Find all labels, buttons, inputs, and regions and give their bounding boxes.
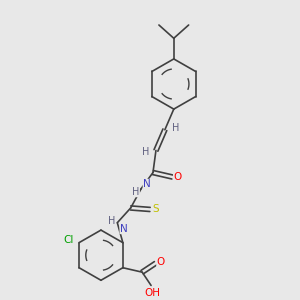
- Text: S: S: [153, 204, 159, 214]
- Text: O: O: [157, 257, 165, 267]
- Text: H: H: [132, 187, 140, 197]
- Text: N: N: [120, 224, 128, 234]
- Text: H: H: [172, 123, 179, 133]
- Text: H: H: [142, 147, 149, 157]
- Text: O: O: [173, 172, 182, 182]
- Text: Cl: Cl: [64, 235, 74, 245]
- Text: H: H: [108, 216, 116, 226]
- Text: OH: OH: [145, 288, 160, 298]
- Text: N: N: [143, 179, 151, 189]
